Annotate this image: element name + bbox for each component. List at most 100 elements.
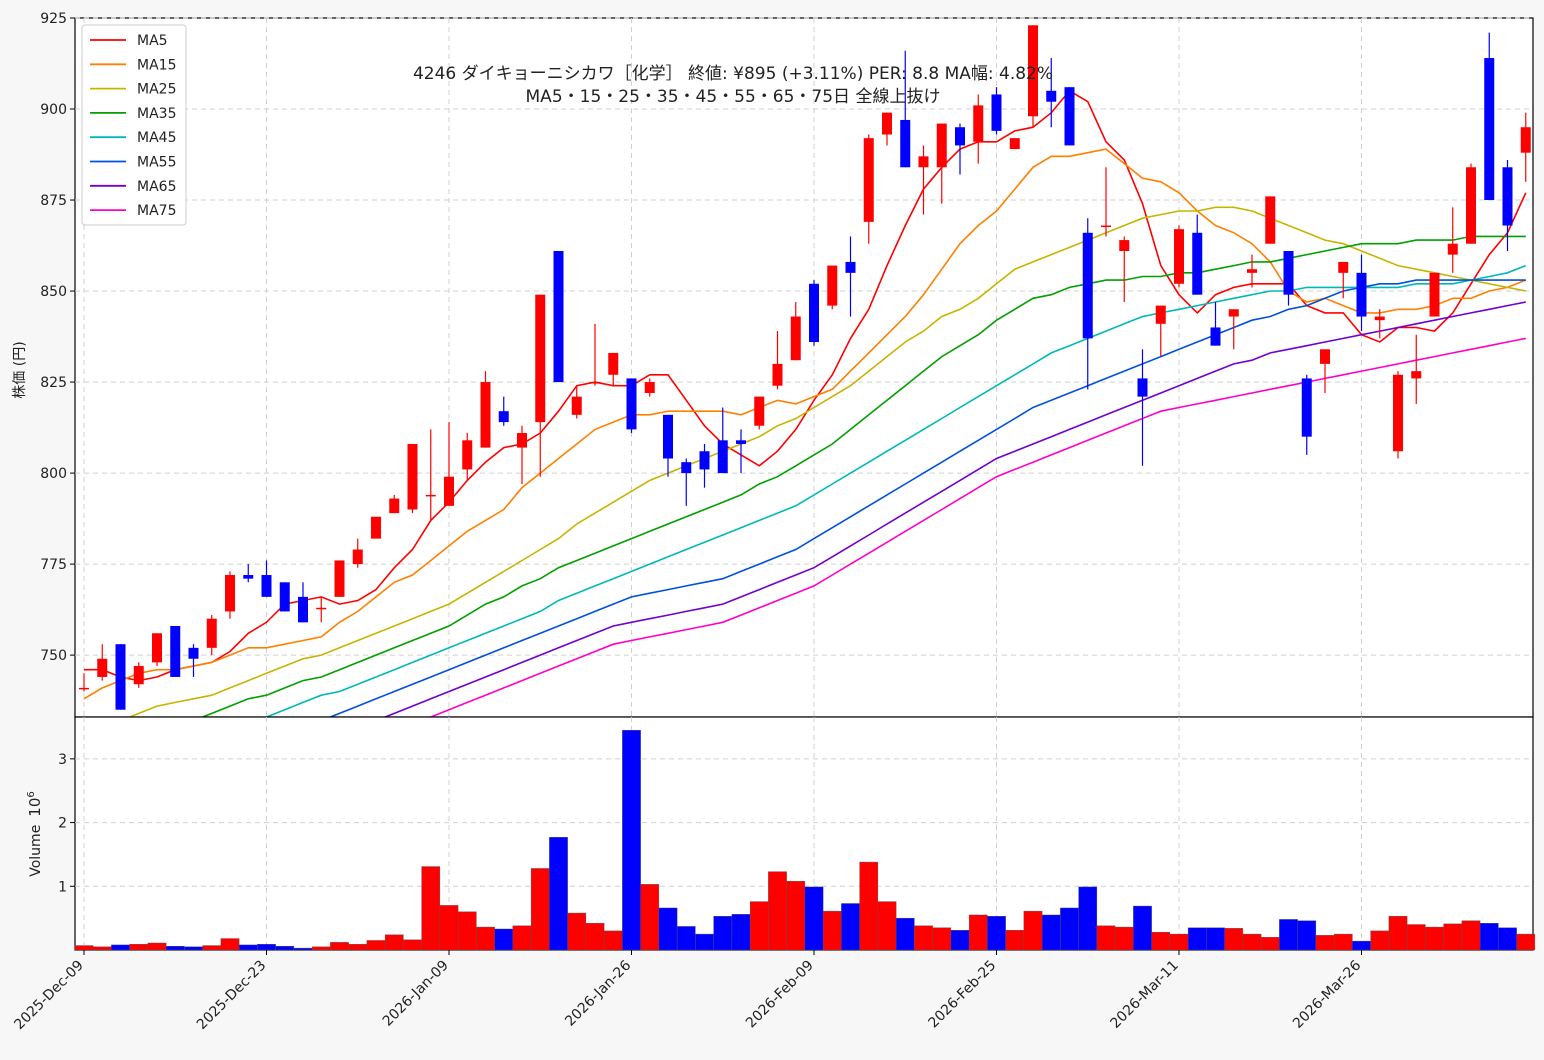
candle-body [1447,243,1458,255]
legend-box [81,24,187,226]
volume-bar [202,945,222,951]
candle-body [681,462,692,474]
volume-bar [165,945,185,951]
candle-body [371,516,381,539]
price-plot-area [74,17,1534,718]
volume-bar [1169,933,1189,951]
volume-bar [1023,910,1043,951]
date-tick-label: 2026-Mar-11 [1108,958,1182,1032]
candle-body [991,94,1002,131]
volume-bar [859,861,879,951]
volume-bar [1297,920,1317,951]
price-tick-label: 750 [40,648,67,664]
candle-body [936,123,947,168]
candle-body [115,644,126,710]
volume-bar [293,947,313,951]
candle-body [1009,138,1020,150]
volume-bar [786,880,806,951]
volume-bar [914,925,933,951]
volume-bar [822,910,842,951]
volume-bar [695,933,714,951]
candle-body [1046,90,1057,102]
legend-label: MA15 [137,57,176,73]
volume-bar [603,930,623,951]
volume-bar [238,944,258,951]
volume-bar [439,905,459,951]
legend-label: MA45 [137,130,176,146]
volume-bar [768,871,787,951]
candle-body [863,138,874,222]
candle-body [1155,305,1166,324]
candle-body [1228,309,1239,317]
candle-body [717,440,728,474]
volume-tick-label: 1 [58,879,67,895]
price-tick-label: 925 [40,11,67,27]
candle-body [608,352,619,375]
price-tick-label: 800 [40,466,67,482]
volume-bar [403,939,422,951]
volume-bar [658,907,678,951]
candle-body [1320,349,1330,364]
volume-bar [1333,933,1353,951]
candle-body [535,294,546,423]
volume-bar [1352,940,1371,951]
legend-label: MA55 [137,155,176,171]
volume-bar [330,942,349,951]
candle-body [553,251,564,383]
candle-body [480,382,491,448]
volume-bar [987,916,1006,951]
volume-bar [1224,928,1244,951]
volume-bar [950,930,970,951]
price-tick-label: 850 [40,284,67,300]
candle-body [699,451,710,470]
volume-bar [275,945,295,951]
volume-bar [1005,930,1025,951]
volume-bars [74,729,1536,951]
volume-bar [476,926,495,951]
price-y-label: 株価 (円) [12,341,28,398]
price-tick-label: 900 [40,102,67,118]
candle-body [1137,378,1148,397]
candle-body [1393,374,1403,452]
volume-bar [530,868,550,951]
candle-body [1411,371,1422,379]
volume-bar [713,916,733,951]
date-tick-label: 2026-Feb-25 [926,958,1000,1032]
volume-y-axis: 1 2 3 [58,752,75,895]
volume-bar [1443,923,1463,951]
volume-bar [1425,926,1444,951]
volume-bar [1279,919,1298,951]
volume-bar [622,729,641,951]
date-tick-label: 2026-Feb-09 [743,958,817,1032]
candle-body [206,618,217,648]
candle-body [644,382,655,393]
volume-bar [1498,927,1517,951]
volume-bar [1133,905,1152,951]
candle-body [1338,261,1349,273]
volume-tick-label: 2 [58,816,67,832]
candle-body [736,440,746,444]
candle-body [973,105,984,142]
volume-bar [1516,933,1536,951]
volume-bar [366,940,386,951]
candle-body [1301,378,1312,437]
volume-bar [731,914,751,951]
candle-body [1210,327,1221,346]
volume-bar [1114,926,1134,951]
date-tick-label: 2026-Jan-26 [562,957,634,1029]
ma-line-ma75 [428,337,1526,717]
volume-bar [841,903,860,951]
candle-body [1466,167,1476,244]
legend-label: MA5 [137,33,168,49]
volume-bar [92,946,112,951]
volume-bar [494,928,514,951]
volume-bar [129,944,149,951]
candle-body [279,582,290,612]
candle-body [1356,272,1367,317]
candle-body [790,316,801,361]
volume-bar [895,917,915,951]
candle-body [590,382,600,384]
candle-body [517,433,527,448]
price-panel: 750 775 800 825 850 875 900 925 株価 (円) 4246 ダイキ… [12,11,1534,718]
candle-body [389,498,400,514]
